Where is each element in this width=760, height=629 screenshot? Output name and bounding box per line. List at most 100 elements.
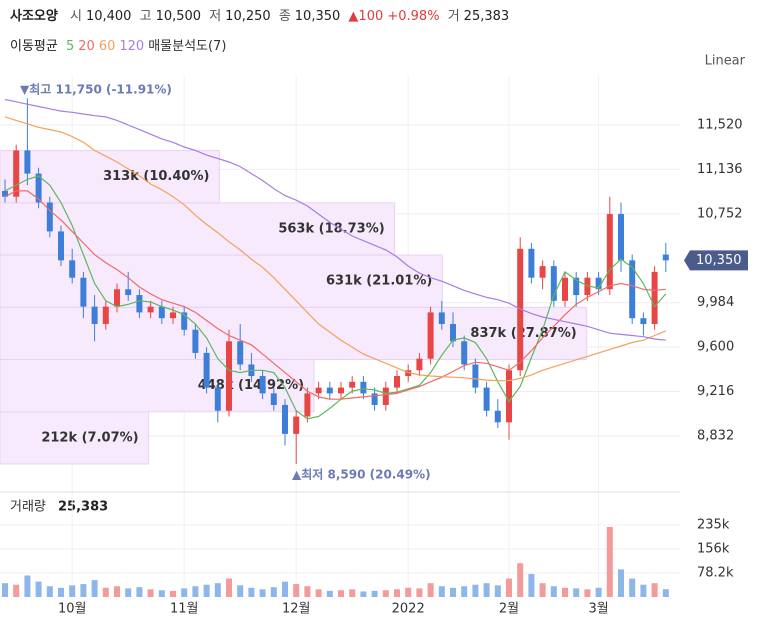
candle-body bbox=[371, 393, 378, 405]
volume-bar bbox=[595, 587, 602, 597]
candle-body bbox=[494, 410, 501, 423]
volume-bar bbox=[662, 589, 669, 597]
candle-body bbox=[46, 202, 53, 232]
high-annotation: ▼최고 11,750 (-11.91%) bbox=[20, 82, 172, 97]
ma-line bbox=[4, 175, 667, 420]
candle-body bbox=[606, 214, 613, 290]
candle-body bbox=[136, 295, 143, 313]
y-tick-label: 9,216 bbox=[697, 384, 734, 399]
profile-label: 563k (18.73%) bbox=[278, 221, 384, 236]
y-tick-label: 9,600 bbox=[697, 340, 734, 355]
candle-body bbox=[181, 312, 188, 330]
legend-row: 이동평균 5 20 60 120 매물분석도(7) bbox=[10, 35, 230, 54]
y-tick-label: 8,832 bbox=[697, 428, 734, 443]
candle-body bbox=[483, 387, 490, 411]
legend-entry[interactable]: 120 bbox=[119, 39, 145, 54]
volume-bar bbox=[606, 526, 613, 597]
candle-body bbox=[114, 289, 120, 307]
volume-bar bbox=[46, 586, 53, 597]
candle-body bbox=[13, 150, 20, 197]
open-value: 10,400 bbox=[85, 9, 132, 24]
high-value: 10,500 bbox=[155, 9, 202, 24]
volume-label: 거 bbox=[447, 9, 460, 24]
low-value: 10,250 bbox=[225, 9, 271, 24]
candle-body bbox=[91, 306, 98, 324]
volume-bar bbox=[13, 584, 20, 597]
candle-body bbox=[528, 248, 535, 278]
profile-label: 212k (7.07%) bbox=[41, 430, 138, 445]
volume-bar bbox=[315, 589, 322, 597]
volume-bar bbox=[114, 586, 120, 597]
candle-body bbox=[349, 381, 356, 388]
candle-body bbox=[214, 387, 221, 411]
candle-body bbox=[259, 376, 266, 394]
volume-bar bbox=[640, 584, 647, 597]
volume-bar bbox=[416, 588, 423, 597]
legend-entry[interactable]: 5 bbox=[65, 39, 75, 54]
candle-body bbox=[360, 381, 367, 394]
candle-body bbox=[338, 387, 344, 394]
profile-title[interactable]: 매물분석도(7) bbox=[148, 39, 227, 54]
candle-body bbox=[382, 387, 389, 405]
volume-bar bbox=[438, 586, 445, 597]
candle-body bbox=[125, 289, 132, 296]
candle-body bbox=[315, 387, 322, 394]
volume-bar bbox=[170, 590, 176, 597]
candle-body bbox=[102, 306, 109, 324]
scale-label[interactable]: Linear bbox=[705, 54, 746, 69]
y-tick-label: 9,984 bbox=[697, 295, 734, 310]
candle-body bbox=[506, 370, 512, 423]
volume-bar bbox=[584, 589, 591, 597]
volume-bar bbox=[573, 588, 580, 597]
volume-bar bbox=[483, 583, 490, 597]
volume-bar bbox=[562, 587, 568, 597]
candle-body bbox=[2, 190, 8, 197]
candle-body bbox=[539, 266, 546, 278]
volume-bar bbox=[651, 583, 658, 597]
candle-body bbox=[662, 254, 669, 261]
candle-body bbox=[203, 352, 210, 388]
candle-body bbox=[640, 318, 647, 324]
profile-label: 448k (14.92%) bbox=[198, 378, 304, 393]
volume-bar bbox=[192, 586, 199, 597]
candle-body bbox=[80, 277, 87, 307]
profile-label: 631k (21.01%) bbox=[326, 274, 432, 289]
low-label: 저 bbox=[209, 9, 222, 24]
x-tick-label: 10월 bbox=[58, 602, 87, 617]
candle-body bbox=[24, 150, 31, 174]
candle-body bbox=[416, 358, 423, 371]
candle-body bbox=[394, 376, 400, 388]
volume-title-value: 25,383 bbox=[58, 500, 108, 515]
last-price-box bbox=[684, 250, 748, 271]
legend-title[interactable]: 이동평균 bbox=[10, 39, 58, 54]
close-value: 10,350 bbox=[294, 9, 341, 24]
y-tick-label: 235k bbox=[697, 517, 730, 532]
candle-body bbox=[326, 387, 333, 394]
x-tick-label: 12월 bbox=[282, 602, 311, 617]
candle-body bbox=[550, 266, 557, 301]
volume-bar bbox=[226, 578, 232, 597]
volume-bar bbox=[494, 585, 501, 597]
candle-body bbox=[270, 393, 277, 405]
volume-bar bbox=[517, 563, 524, 597]
x-tick-label: 2월 bbox=[499, 602, 519, 617]
legend-entry[interactable]: 60 bbox=[98, 39, 116, 54]
candle-body bbox=[427, 312, 434, 359]
stock-name: 사조오양 bbox=[10, 9, 58, 24]
volume-bar bbox=[248, 587, 255, 597]
volume-bar bbox=[472, 584, 479, 597]
volume-bar bbox=[35, 581, 42, 597]
low-annotation: ▲최저 8,590 (20.49%) bbox=[292, 467, 431, 482]
candle-body bbox=[472, 364, 479, 388]
legend-entry[interactable]: 20 bbox=[78, 39, 95, 54]
candle-body bbox=[595, 277, 602, 290]
y-tick-label: 156k bbox=[697, 541, 730, 556]
volume-bar bbox=[125, 588, 132, 597]
volume-bar bbox=[80, 584, 87, 597]
open-label: 시 bbox=[69, 9, 82, 24]
candle-body bbox=[629, 260, 636, 319]
volume-bar bbox=[326, 590, 333, 597]
y-tick-label: 11,520 bbox=[697, 117, 743, 132]
volume-bar bbox=[24, 575, 31, 597]
